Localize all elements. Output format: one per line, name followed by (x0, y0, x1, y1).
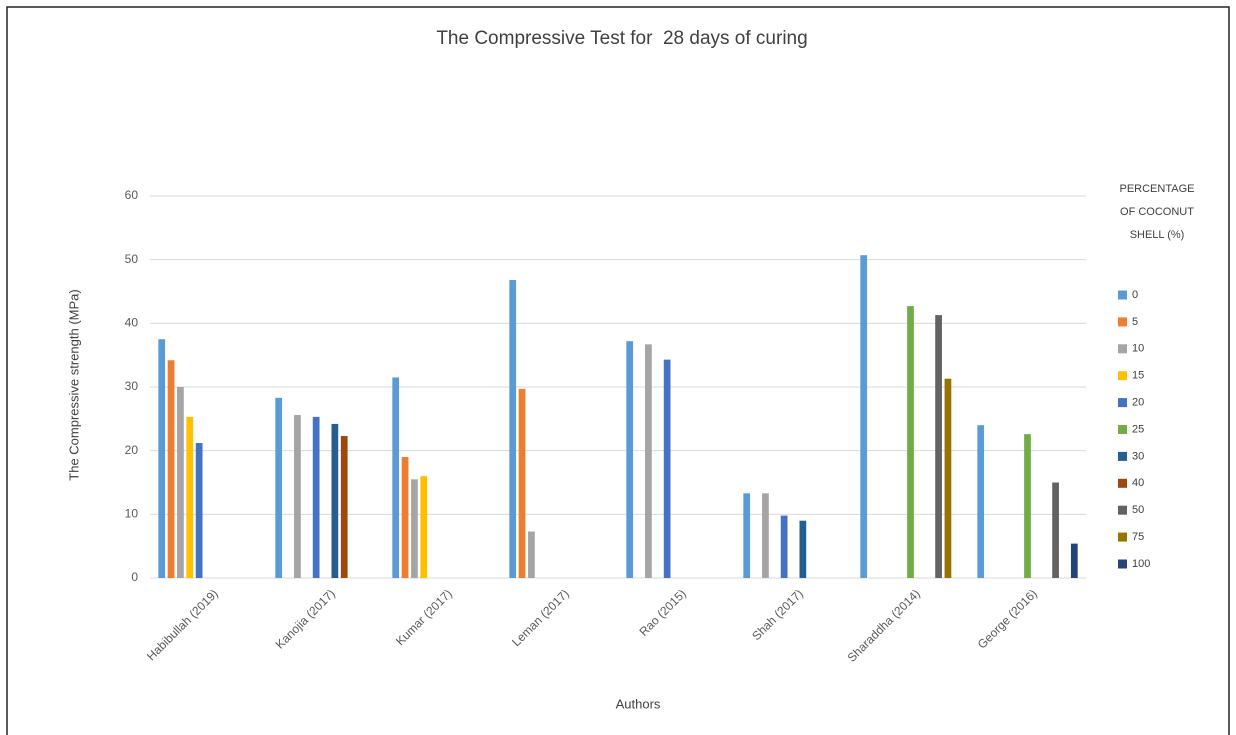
x-tick-label: Habibullah (2019) (144, 586, 221, 663)
x-tick-label: Rao (2015) (637, 586, 689, 638)
bar (907, 306, 914, 578)
legend-swatch (1118, 451, 1127, 461)
y-tick-label: 0 (131, 570, 138, 584)
legend-label: 40 (1132, 477, 1144, 489)
y-tick-label: 10 (125, 507, 139, 521)
legend-title: OF COCONUT (1120, 206, 1194, 218)
bar (780, 515, 788, 578)
x-tick-label: Leman (2017) (509, 586, 572, 649)
legend-label: 15 (1132, 370, 1144, 382)
legend-label: 20 (1132, 397, 1144, 409)
bar (331, 423, 339, 578)
y-tick-label: 40 (125, 316, 139, 330)
legend-title: PERCENTAGE (1120, 183, 1195, 195)
bar (312, 416, 320, 578)
bar (518, 388, 526, 578)
bar (340, 436, 348, 578)
x-tick-label: Kanojia (2017) (273, 586, 338, 651)
chart-title: The Compressive Test for 28 days of curi… (436, 28, 807, 49)
y-tick-label: 20 (125, 443, 139, 457)
bar (626, 341, 634, 578)
bar (977, 425, 985, 578)
frame (6, 6, 1230, 735)
bar (186, 416, 194, 578)
legend-label: 100 (1132, 558, 1150, 570)
bar (645, 344, 652, 578)
bar (1052, 482, 1059, 578)
bar (275, 397, 283, 578)
legend-swatch (1118, 398, 1127, 408)
bar (392, 377, 400, 578)
y-axis-title: The Compressive strength (MPa) (66, 289, 81, 480)
legend-label: 0 (1132, 289, 1138, 301)
legend-label: 5 (1132, 316, 1138, 328)
y-tick-label: 50 (125, 252, 139, 266)
legend-label: 25 (1132, 423, 1144, 435)
legend-label: 75 (1132, 531, 1144, 543)
legend-swatch (1118, 478, 1127, 488)
x-tick-label: Sharaddha (2014) (845, 586, 923, 664)
legend-swatch (1118, 371, 1127, 381)
bar (663, 359, 671, 578)
x-axis-title: Authors (616, 696, 661, 711)
bar (411, 479, 418, 578)
bar (762, 493, 769, 578)
bar (294, 415, 301, 578)
bar (1024, 434, 1031, 578)
legend-label: 10 (1132, 343, 1144, 355)
legend-label: 50 (1132, 504, 1144, 516)
y-tick-label: 60 (125, 188, 139, 202)
bar (944, 378, 952, 578)
bar (177, 387, 184, 578)
legend-label: 30 (1132, 450, 1144, 462)
bar (935, 315, 942, 578)
legend-swatch (1118, 344, 1127, 354)
x-tick-label: George (2016) (975, 586, 1040, 651)
legend-title: SHELL (%) (1130, 229, 1185, 241)
bar (195, 443, 203, 578)
bar (743, 493, 751, 578)
y-tick-label: 30 (125, 379, 139, 393)
bar (401, 457, 409, 578)
legend-swatch (1118, 290, 1127, 300)
bar (1070, 543, 1078, 578)
bar (167, 360, 175, 578)
bar (158, 339, 166, 578)
x-tick-label: Kumar (2017) (393, 586, 455, 648)
bar (799, 520, 807, 578)
x-tick-label: Shah (2017) (749, 586, 806, 643)
bar (528, 531, 535, 578)
legend-swatch (1118, 532, 1127, 542)
legend-swatch (1118, 505, 1127, 515)
legend-swatch (1118, 559, 1127, 569)
bar (860, 255, 868, 578)
legend-swatch (1118, 425, 1127, 434)
bar (509, 280, 517, 578)
legend-swatch (1118, 317, 1127, 327)
bar (420, 476, 428, 578)
